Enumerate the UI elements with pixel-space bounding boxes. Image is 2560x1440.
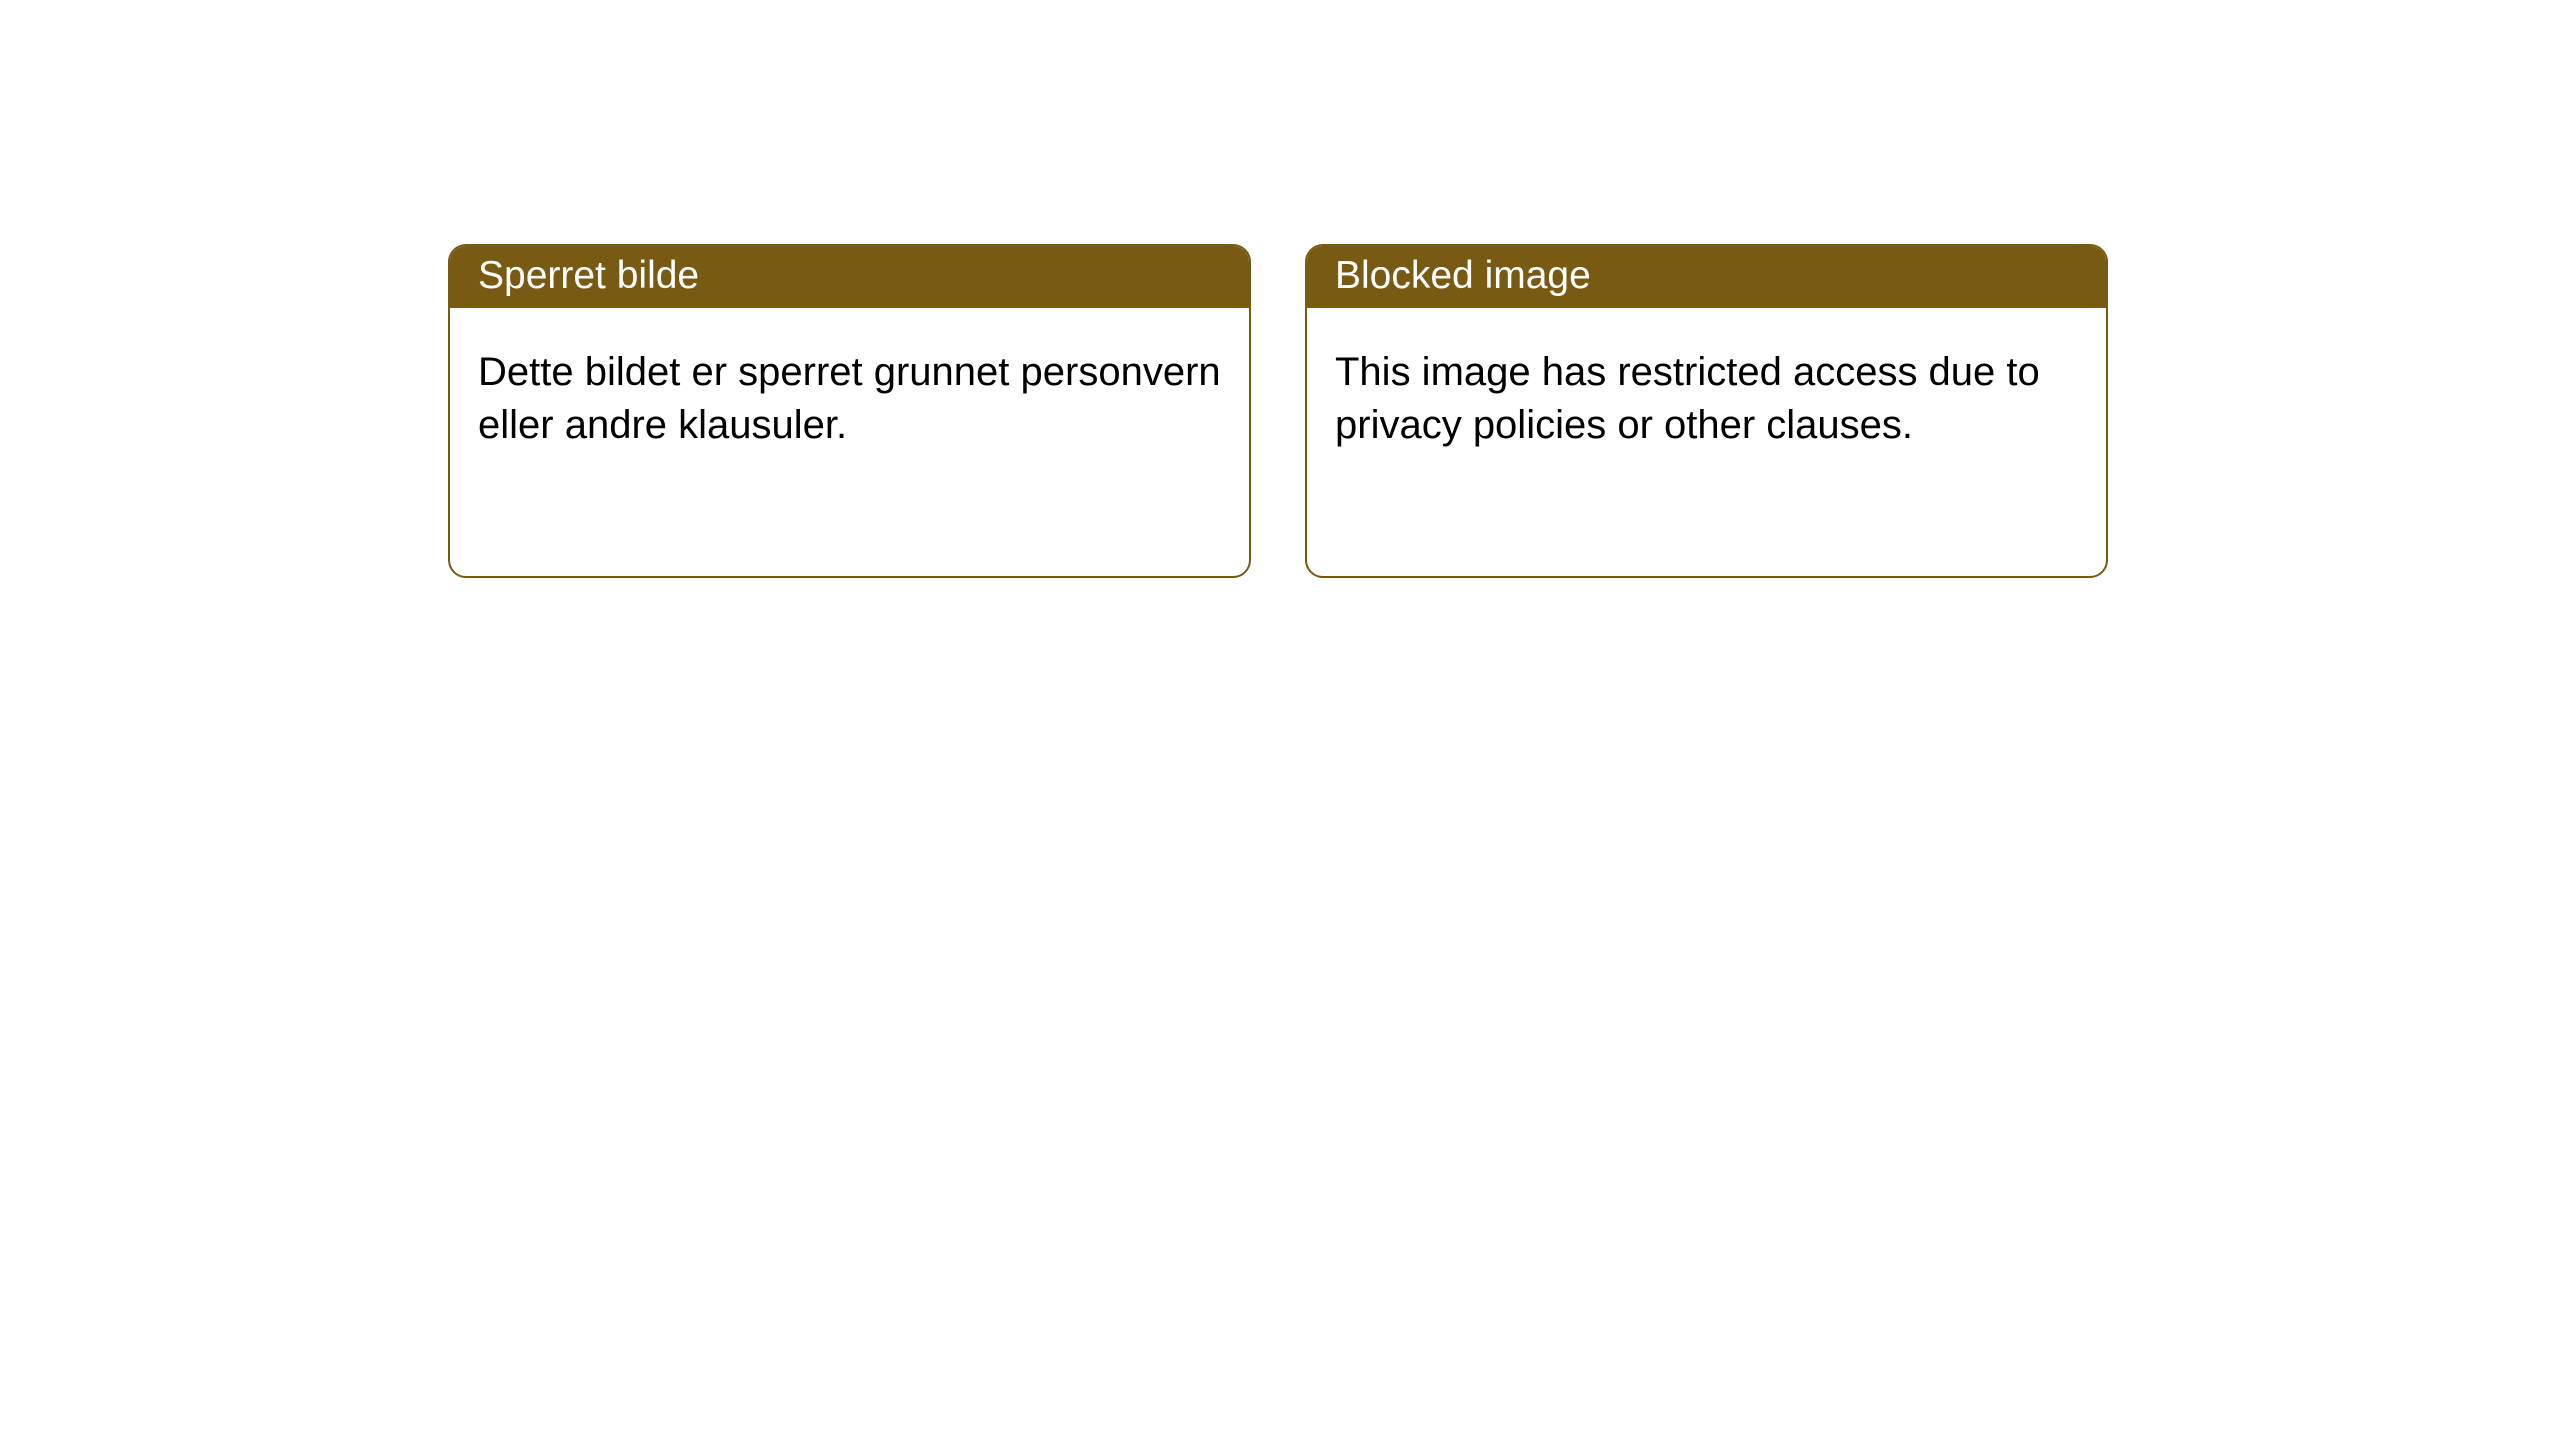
notice-header: Blocked image [1307,246,2106,308]
notice-body: This image has restricted access due to … [1307,308,2106,490]
notice-message: Dette bildet er sperret grunnet personve… [478,350,1221,447]
notice-card-norwegian: Sperret bilde Dette bildet er sperret gr… [448,244,1251,578]
notice-title: Sperret bilde [478,254,699,297]
notice-header: Sperret bilde [450,246,1249,308]
notice-title: Blocked image [1335,254,1591,297]
notice-message: This image has restricted access due to … [1335,350,2040,447]
notice-body: Dette bildet er sperret grunnet personve… [450,308,1249,490]
notice-card-english: Blocked image This image has restricted … [1305,244,2108,578]
notice-container: Sperret bilde Dette bildet er sperret gr… [0,0,2560,578]
